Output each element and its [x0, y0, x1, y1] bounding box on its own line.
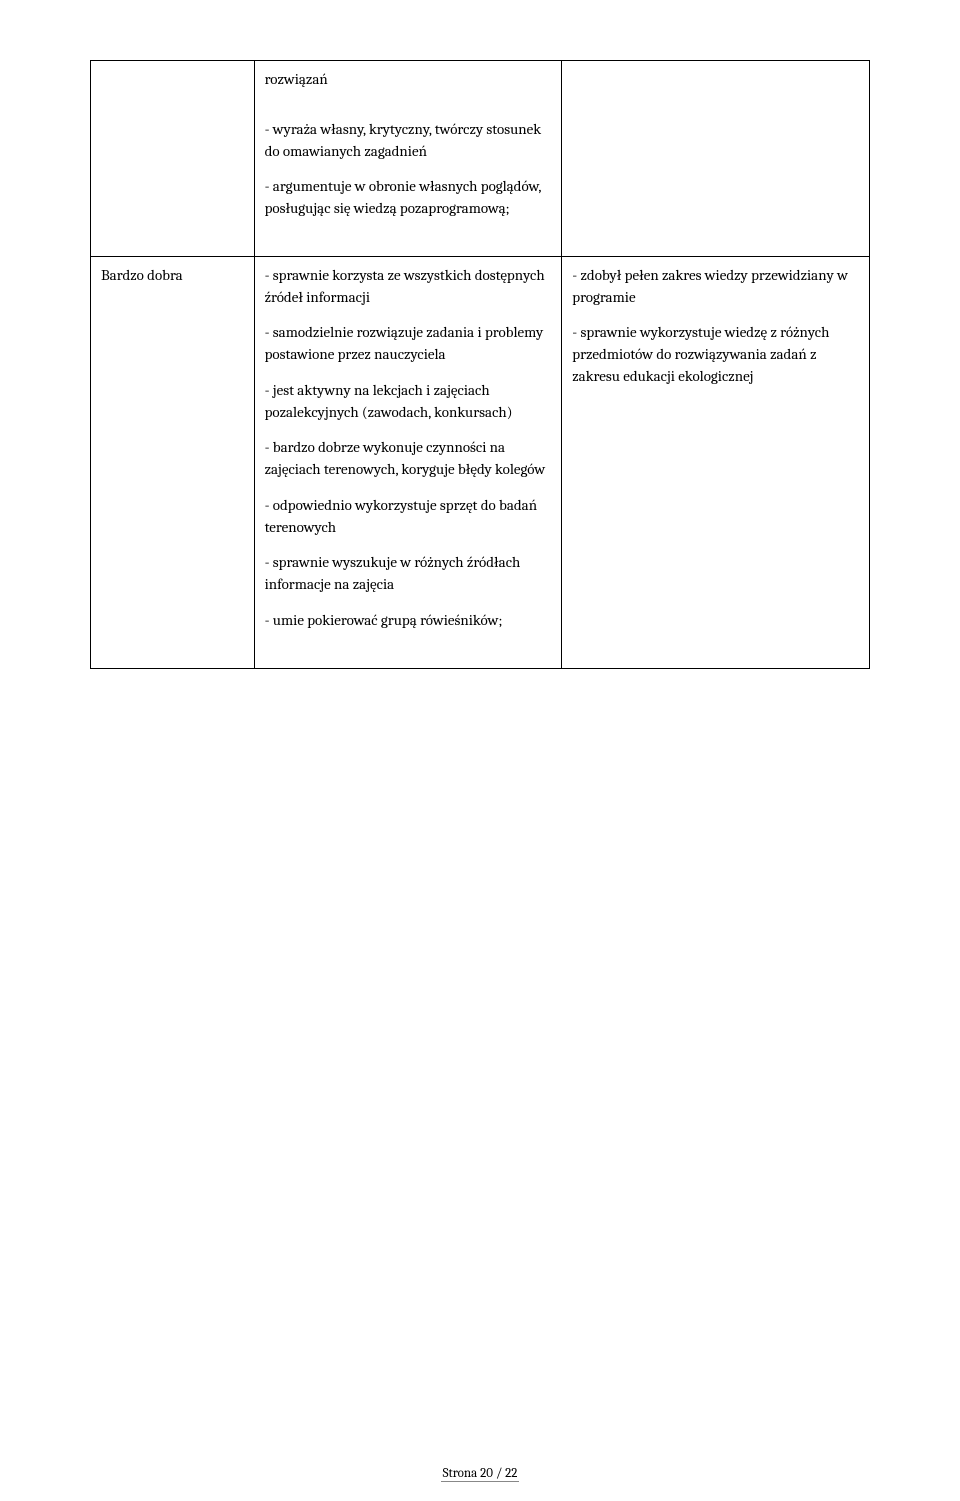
paragraph: - samodzielnie rozwiązuje zadania i prob… [265, 322, 552, 366]
cell-outcome [562, 61, 870, 257]
paragraph: - bardzo dobrze wykonuje czynności na za… [265, 437, 552, 481]
paragraph: - zdobył pełen zakres wiedzy przewidzian… [572, 265, 859, 309]
cell-criteria: rozwiązań - wyraża własny, krytyczny, tw… [254, 61, 562, 257]
paragraph: rozwiązań [265, 69, 552, 91]
page-number: Strona 20 / 22 [441, 1466, 520, 1482]
table-row: Bardzo dobra - sprawnie korzysta ze wszy… [91, 256, 870, 668]
paragraph: - sprawnie wykorzystuje wiedzę z różnych… [572, 322, 859, 387]
table-row: rozwiązań - wyraża własny, krytyczny, tw… [91, 61, 870, 257]
paragraph: - jest aktywny na lekcjach i zajęciach p… [265, 380, 552, 424]
cell-criteria: - sprawnie korzysta ze wszystkich dostęp… [254, 256, 562, 668]
document-page: rozwiązań - wyraża własny, krytyczny, tw… [0, 0, 960, 1501]
paragraph: - umie pokierować grupą rówieśników; [265, 610, 552, 632]
paragraph: - argumentuje w obronie własnych poglądó… [265, 176, 552, 220]
cell-outcome: - zdobył pełen zakres wiedzy przewidzian… [562, 256, 870, 668]
paragraph: - sprawnie wyszukuje w różnych źródłach … [265, 552, 552, 596]
cell-grade [91, 61, 255, 257]
paragraph: - odpowiednio wykorzystuje sprzęt do bad… [265, 495, 552, 539]
content-table: rozwiązań - wyraża własny, krytyczny, tw… [90, 60, 870, 669]
paragraph: - sprawnie korzysta ze wszystkich dostęp… [265, 265, 552, 309]
page-footer: Strona 20 / 22 [0, 1466, 960, 1481]
cell-grade: Bardzo dobra [91, 256, 255, 668]
paragraph: - wyraża własny, krytyczny, twórczy stos… [265, 119, 552, 163]
